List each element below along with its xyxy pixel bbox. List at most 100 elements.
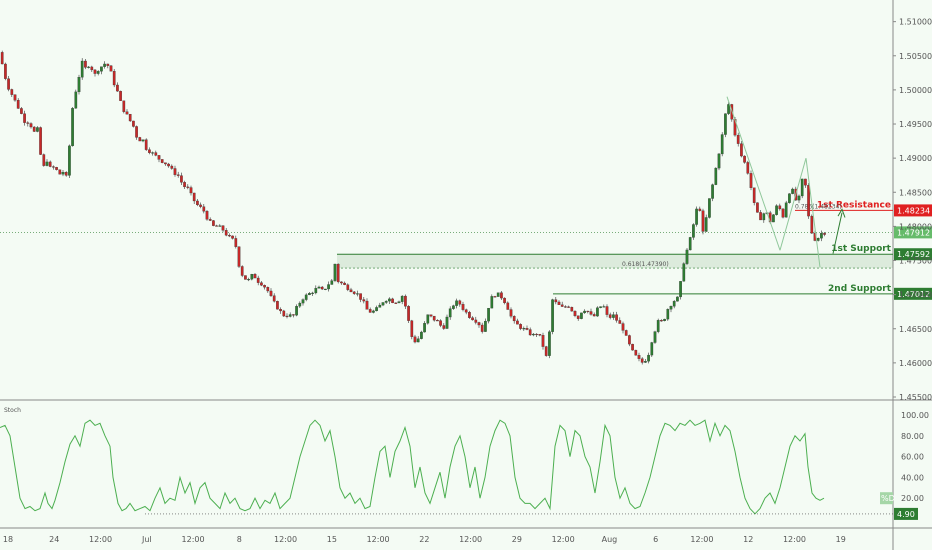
candle — [301, 299, 305, 304]
candle — [394, 302, 398, 304]
candle — [493, 296, 497, 298]
time-tick-label: 12 — [743, 535, 753, 544]
stoch-line: 4.90%D — [0, 419, 918, 520]
candle — [138, 137, 142, 142]
candle — [423, 323, 426, 333]
candle — [224, 230, 228, 236]
candle — [295, 306, 298, 316]
candle — [736, 134, 740, 144]
time-tick-label: 24 — [49, 535, 59, 544]
candle — [624, 330, 628, 336]
candle — [298, 302, 302, 307]
stoch-tick-label: 60.00 — [901, 453, 924, 462]
candle — [112, 71, 116, 86]
candle — [10, 89, 14, 95]
candle — [823, 233, 826, 235]
candle — [573, 310, 577, 316]
candle — [71, 108, 74, 147]
stoch-d-badge — [880, 492, 893, 505]
candle — [701, 210, 705, 232]
candle — [432, 315, 436, 321]
candle — [55, 167, 58, 170]
candle — [471, 317, 474, 321]
candle — [512, 316, 516, 322]
candle — [39, 127, 42, 155]
candle — [781, 208, 785, 218]
price-pane[interactable]: 1st Resistance 1.48234 1st Support 1.47592 2… — [0, 50, 932, 365]
candle — [180, 175, 183, 183]
candle — [45, 161, 49, 166]
candle — [157, 155, 161, 160]
candle — [202, 206, 206, 212]
candle — [333, 263, 337, 281]
candle — [196, 200, 199, 206]
candle — [116, 84, 119, 92]
candle — [775, 205, 778, 215]
candle — [32, 126, 36, 132]
price-axis: 1.51000 1.50500 1.50000 1.49500 1.49000 1.485… — [893, 18, 932, 402]
candle — [20, 108, 23, 114]
candle — [759, 212, 762, 221]
candle — [404, 295, 407, 307]
stoch-label: Stoch — [4, 407, 21, 414]
price-tick-label: 1.50000 — [899, 86, 932, 95]
candle — [378, 304, 382, 308]
candle — [0, 52, 4, 65]
candle — [144, 139, 148, 150]
candle — [391, 298, 394, 304]
candle — [810, 215, 814, 234]
candle — [122, 100, 126, 112]
candle — [525, 328, 529, 330]
candle — [580, 312, 583, 319]
candle — [109, 65, 113, 72]
candle — [704, 217, 708, 232]
candle — [58, 169, 62, 175]
candle — [682, 263, 686, 282]
candle — [519, 324, 522, 329]
candle — [343, 282, 346, 285]
candle — [455, 300, 458, 306]
candle — [106, 63, 110, 66]
candle — [570, 306, 574, 312]
candle — [477, 322, 481, 326]
price-tick-label: 1.49000 — [899, 154, 932, 163]
candle — [170, 165, 174, 169]
candle — [356, 293, 359, 295]
candle — [372, 310, 375, 313]
candle — [669, 306, 673, 310]
stoch-tick-label: 100.00 — [901, 411, 929, 420]
candle — [468, 312, 471, 318]
time-tick-label: 15 — [327, 535, 337, 544]
candle — [487, 307, 490, 322]
candle — [141, 139, 145, 142]
candle — [160, 159, 164, 163]
price-tick-label: 1.47000 — [899, 291, 932, 300]
time-tick-label: 12:00 — [89, 535, 112, 544]
fib-label: 0.786(1.48234) — [795, 203, 842, 210]
price-tick-label: 1.46000 — [899, 359, 932, 368]
fibonacci-annotations: 0.618(1.47390) 0.786(1.48234) — [337, 203, 893, 269]
candle — [602, 306, 606, 308]
candle — [247, 279, 250, 281]
candle — [93, 69, 97, 74]
candle — [544, 346, 548, 356]
stochastic-pane[interactable]: Stoch 4.90%D — [0, 407, 918, 520]
candle — [448, 308, 452, 318]
candle — [400, 295, 404, 302]
candle — [119, 90, 122, 101]
price-tick-label: 1.47500 — [899, 257, 932, 266]
level-value: 1.47592 — [897, 250, 930, 259]
candle — [77, 77, 81, 93]
candle — [509, 309, 513, 317]
candle — [151, 152, 154, 154]
candle — [554, 299, 558, 303]
candle — [804, 178, 807, 186]
candle — [183, 182, 186, 188]
price-tick-label: 1.48500 — [899, 188, 932, 197]
candle — [506, 302, 510, 310]
candle — [48, 161, 52, 167]
candle — [717, 153, 721, 169]
candle — [464, 309, 468, 313]
candle — [621, 323, 625, 331]
